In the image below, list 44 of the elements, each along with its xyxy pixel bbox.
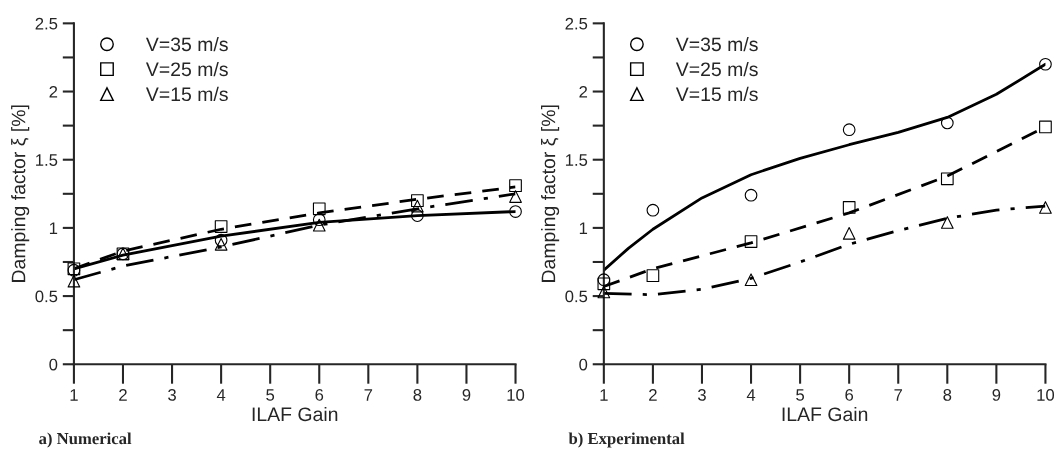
x-tick-label: 2 <box>649 389 657 401</box>
y-tick-label: 2 <box>579 85 588 98</box>
y-tick-label: 0.5 <box>565 290 588 303</box>
x-tick-label: 5 <box>266 389 275 401</box>
y-tick-label: 0.5 <box>35 290 58 303</box>
x-tick-label: 9 <box>992 389 1001 401</box>
x-tick-label: 6 <box>315 389 324 401</box>
x-tick-label: 9 <box>462 389 471 401</box>
x-tick-label: 10 <box>507 389 525 401</box>
legend-label: V=35 m/s <box>675 36 758 52</box>
y-tick-label: 2.5 <box>565 17 588 30</box>
legend-label: V=25 m/s <box>675 61 758 77</box>
x-axis-title: ILAF Gain <box>252 406 338 422</box>
legend-label: V=15 m/s <box>145 86 228 102</box>
x-tick-label: 3 <box>697 389 706 401</box>
y-tick-label: 0 <box>49 358 58 371</box>
x-tick-label: 7 <box>894 389 903 401</box>
x-tick-label: 1 <box>70 389 78 401</box>
x-tick-label: 7 <box>364 389 373 401</box>
x-tick-label: 3 <box>168 389 176 401</box>
x-axis-title: ILAF Gain <box>782 406 868 422</box>
x-tick-label: 8 <box>413 389 422 401</box>
legend-label: V=35 m/s <box>145 36 228 52</box>
y-tick-label: 2.5 <box>35 17 58 30</box>
text: a) Numerical <box>39 432 132 448</box>
x-tick-label: 6 <box>845 389 854 401</box>
x-tick-label: 2 <box>119 389 127 401</box>
y-tick-label: 0 <box>579 358 588 371</box>
legend-label: V=15 m/s <box>675 86 758 102</box>
text: b) Experimental <box>568 432 685 448</box>
y-axis-title: Damping factor ξ [%] <box>541 105 560 282</box>
y-axis-title: Damping factor ξ [%] <box>11 105 30 282</box>
x-tick-label: 10 <box>1037 389 1055 401</box>
x-tick-label: 1 <box>600 389 608 401</box>
y-tick-label: 1.5 <box>565 154 588 166</box>
x-tick-label: 4 <box>746 389 756 401</box>
legend-label: V=25 m/s <box>145 61 228 77</box>
x-tick-label: 4 <box>216 389 226 401</box>
x-tick-label: 8 <box>943 389 952 401</box>
y-tick-label: 2 <box>49 85 58 98</box>
x-tick-label: 5 <box>796 389 805 401</box>
y-tick-label: 1 <box>49 222 58 234</box>
y-tick-label: 1 <box>579 222 588 234</box>
y-tick-label: 1.5 <box>36 154 58 166</box>
